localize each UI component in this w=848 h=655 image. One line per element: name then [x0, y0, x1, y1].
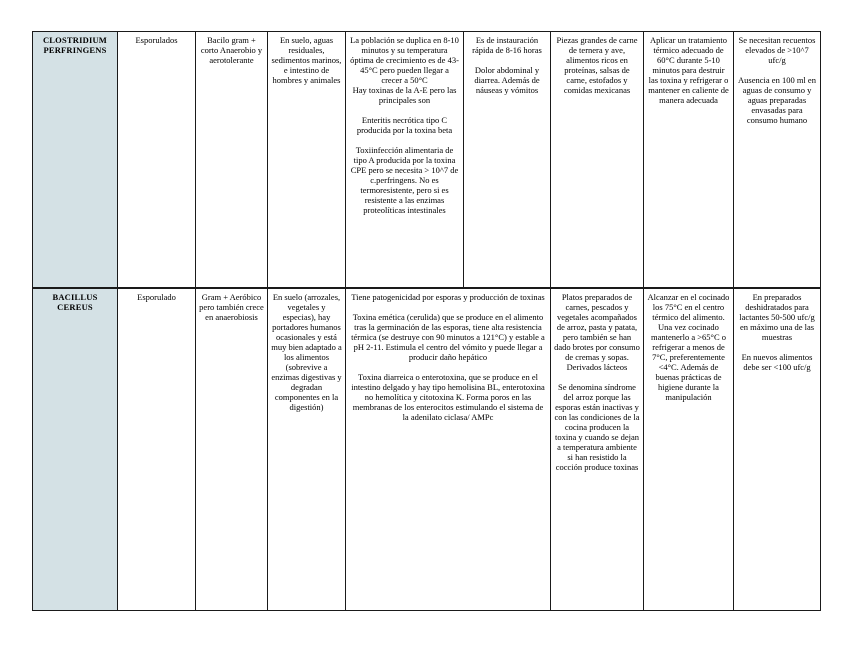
bacillus-criteria-cell: En preparados deshidratados para lactant… [733, 286, 821, 611]
organism-name-clostridium: CLOSTRIDIUM PERFRINGENS [32, 31, 118, 288]
clostridium-habitat-cell: En suelo, aguas residuales, sedimentos m… [267, 31, 346, 288]
foodborne-pathogens-table: CLOSTRIDIUM PERFRINGENS Esporulados Baci… [32, 31, 821, 611]
clostridium-pathogenesis-cell: La población se duplica en 8-10 minutos … [345, 31, 464, 288]
clostridium-prevention-cell: Aplicar un tratamiento térmico adecuado … [643, 31, 734, 288]
bacillus-pathogenesis-cell: Tiene patogenicidad por esporas y produc… [345, 286, 551, 611]
bacillus-prevention-cell: Alcanzar en el cocinado los 75°C en el c… [643, 286, 734, 611]
organism-name-bacillus: BACILLUS CEREUS [32, 286, 118, 611]
clostridium-foods-cell: Piezas grandes de carne de ternera y ave… [550, 31, 644, 288]
clostridium-sporulation-cell: Esporulados [117, 31, 196, 288]
bacillus-sporulation-cell: Esporulado [117, 286, 196, 611]
clostridium-criteria-cell: Se necesitan recuentos elevados de >10^7… [733, 31, 821, 288]
clostridium-symptoms-cell: Es de instauración rápida de 8-16 horas … [463, 31, 551, 288]
table-row-bacillus-cereus: BACILLUS CEREUS Esporulado Gram + Aeróbi… [32, 286, 821, 611]
table-row-clostridium-perfringens: CLOSTRIDIUM PERFRINGENS Esporulados Baci… [32, 31, 821, 288]
bacillus-morphology-cell: Gram + Aeróbico pero también crece en an… [195, 286, 268, 611]
bacillus-foods-cell: Platos preparados de carnes, pescados y … [550, 286, 644, 611]
clostridium-morphology-cell: Bacilo gram + corto Anaerobio y aerotole… [195, 31, 268, 288]
bacillus-habitat-cell: En suelo (arrozales, vegetales y especia… [267, 286, 346, 611]
